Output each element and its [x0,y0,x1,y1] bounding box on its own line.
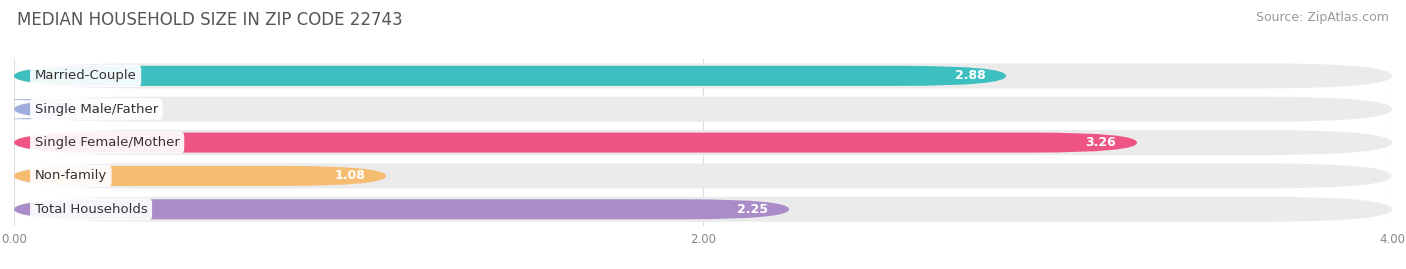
FancyBboxPatch shape [14,166,387,186]
FancyBboxPatch shape [14,66,1007,86]
FancyBboxPatch shape [14,199,789,219]
Text: Source: ZipAtlas.com: Source: ZipAtlas.com [1256,11,1389,24]
FancyBboxPatch shape [14,164,1392,188]
Text: 3.26: 3.26 [1085,136,1116,149]
FancyBboxPatch shape [14,63,1392,89]
Text: Single Female/Mother: Single Female/Mother [35,136,180,149]
Text: Total Households: Total Households [35,203,148,216]
Text: 1.08: 1.08 [335,169,366,182]
Text: Non-family: Non-family [35,169,107,182]
Text: Single Male/Father: Single Male/Father [35,103,157,116]
FancyBboxPatch shape [14,130,1392,155]
Text: 2.88: 2.88 [955,69,986,82]
FancyBboxPatch shape [0,99,118,119]
Text: 2.25: 2.25 [738,203,769,216]
Text: MEDIAN HOUSEHOLD SIZE IN ZIP CODE 22743: MEDIAN HOUSEHOLD SIZE IN ZIP CODE 22743 [17,11,402,29]
FancyBboxPatch shape [14,133,1137,153]
Text: 0.00: 0.00 [90,103,121,116]
FancyBboxPatch shape [14,97,1392,122]
Text: Married-Couple: Married-Couple [35,69,136,82]
FancyBboxPatch shape [14,197,1392,222]
